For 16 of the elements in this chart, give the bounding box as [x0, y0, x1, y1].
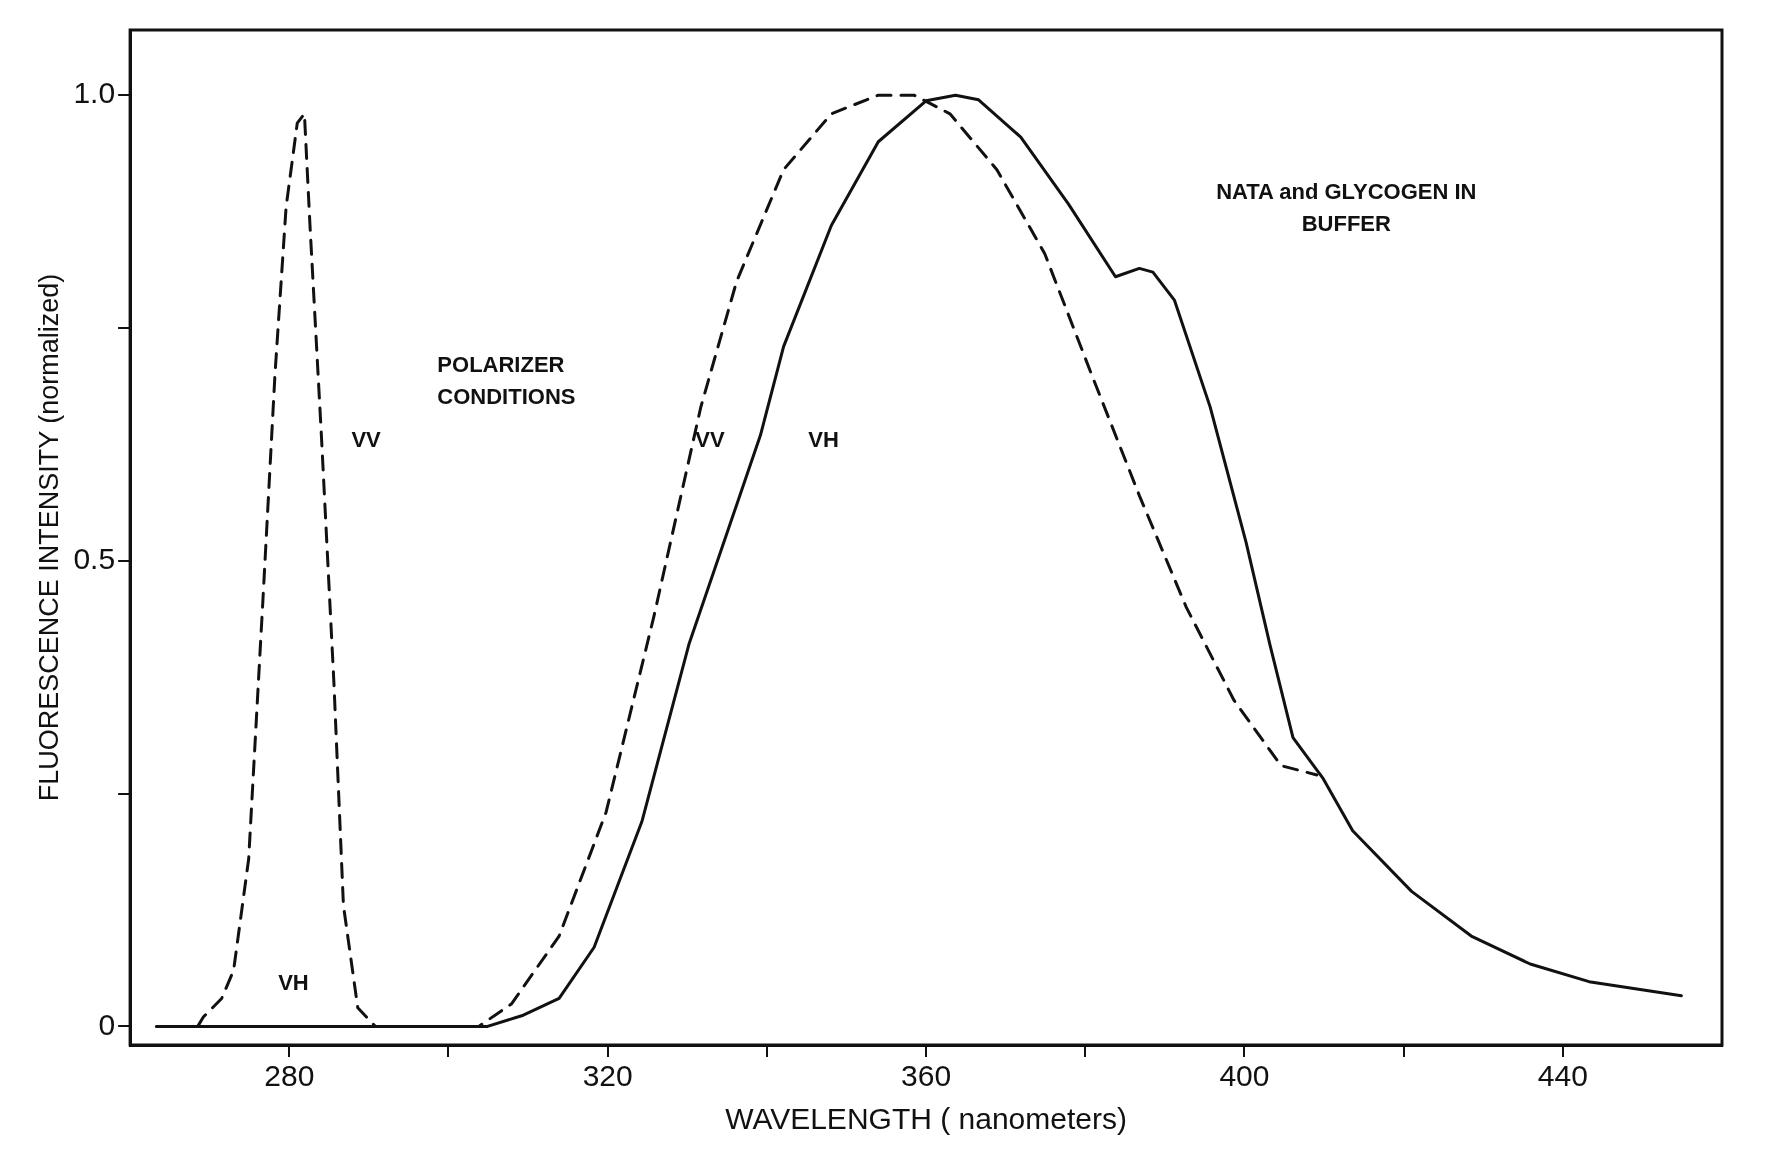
y-tick-label: 0.5 [73, 542, 116, 576]
y-tick-label: 0 [98, 1007, 116, 1041]
x-axis-title: WAVELENGTH ( nanometers) [725, 1102, 1127, 1136]
annotation: VV [351, 427, 382, 453]
annotation: NATA and GLYCOGEN IN BUFFER [1216, 179, 1477, 237]
x-tick-label: 440 [1537, 1059, 1588, 1093]
x-tick-label: 320 [582, 1059, 633, 1093]
x-tick-label: 280 [264, 1059, 315, 1093]
y-tick-label: 1.0 [73, 76, 116, 110]
y-axis-title: FLUORESCENCE INTENSITY (normalized) [33, 273, 64, 802]
annotation: VH [278, 970, 309, 996]
x-tick-label: 400 [1219, 1059, 1270, 1093]
annotation: POLARIZER CONDITIONS [437, 352, 576, 410]
x-tick-label: 360 [901, 1059, 952, 1093]
annotation: VV [695, 427, 725, 453]
annotation: VH [808, 427, 839, 453]
